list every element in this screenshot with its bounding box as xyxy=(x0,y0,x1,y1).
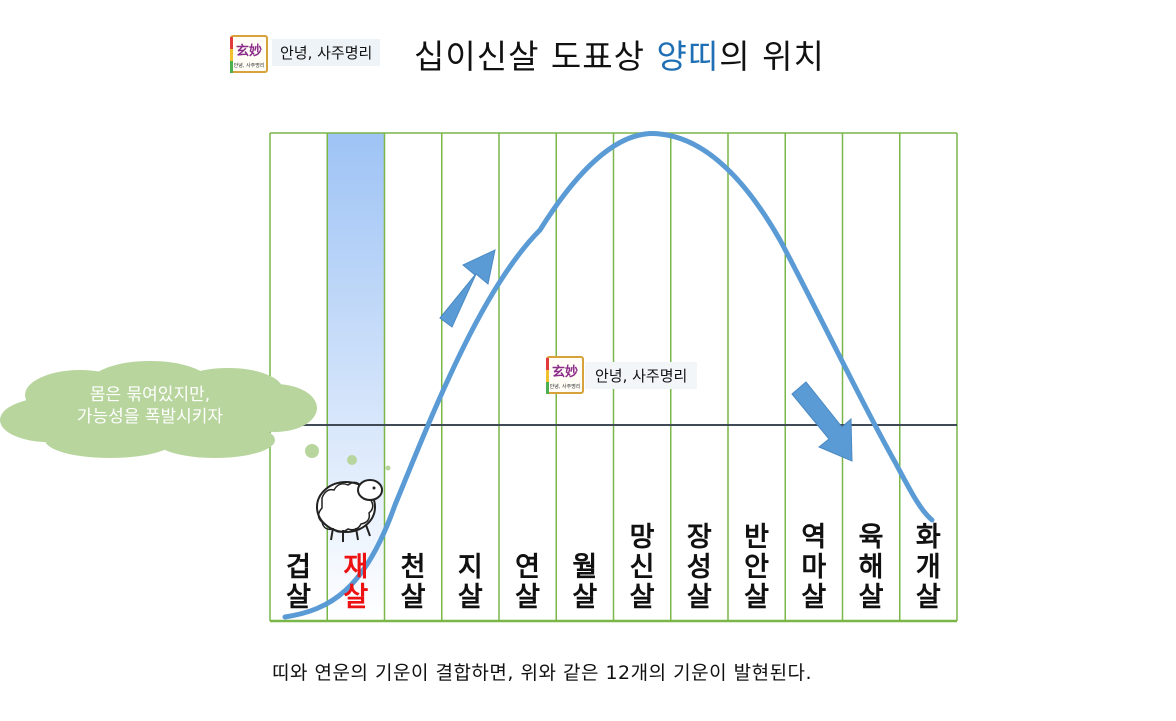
cloud-line-2: 가능성을 폭발시키자 xyxy=(76,407,224,427)
rising-arrow-icon xyxy=(439,249,496,328)
watermark-logo-icon: 玄妙 안녕, 사주명리 xyxy=(546,356,584,394)
brand-logo-icon: 玄妙 안녕, 사주명리 xyxy=(230,35,268,73)
sheep-icon xyxy=(316,479,383,542)
footer-caption: 띠와 연운의 기운이 결합하면, 위와 같은 12개의 기운이 발현된다. xyxy=(272,662,813,684)
cloud-line-1: 몸은 묶여있지만, xyxy=(89,385,211,405)
thought-cloud xyxy=(0,361,391,471)
brand-label: 안녕, 사주명리 xyxy=(272,39,381,66)
watermark-label: 안녕, 사주명리 xyxy=(585,362,698,389)
falling-arrow-icon xyxy=(791,381,853,462)
cloud-message: 몸은 묶여있지만, 가능성을 폭발시키자 xyxy=(20,384,280,428)
page-title: 십이신살 도표상 양띠의 위치 xyxy=(414,37,825,76)
title-highlight: 양띠 xyxy=(656,37,720,76)
fortune-curve xyxy=(282,131,935,620)
highlight-column xyxy=(328,133,385,621)
